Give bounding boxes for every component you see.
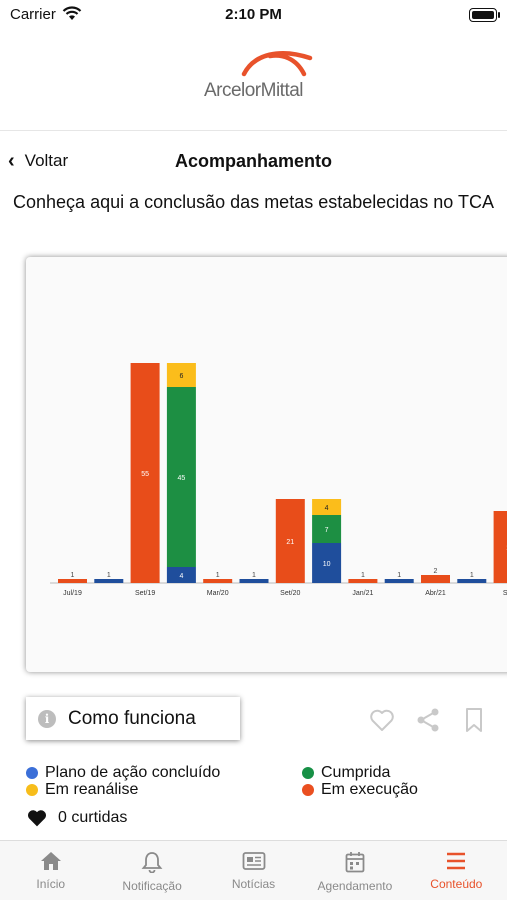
bar-data-label: 10 (323, 561, 331, 568)
tab-label: Notificação (122, 879, 182, 893)
bar-data-label: 4 (325, 505, 329, 512)
back-label: Voltar (24, 151, 69, 170)
tab-conteudo[interactable]: Conteúdo (406, 841, 507, 900)
chart-card[interactable]: 115544561121107411211Jul/19Set/19Mar/20S… (26, 257, 507, 672)
likes-count: 0 curtidas (58, 809, 128, 826)
legend-label: Cumprida (321, 764, 391, 781)
tab-label: Notícias (231, 877, 276, 891)
post-actions (368, 706, 488, 734)
battery-icon (469, 8, 500, 22)
clock: 2:10 PM (225, 6, 282, 23)
bar-data-label: 7 (325, 527, 329, 534)
bar-data-label: 4 (179, 573, 183, 580)
bar-cumprida (166, 387, 196, 567)
legend-item-plano: Plano de ação concluído (26, 764, 220, 782)
x-tick-label: Set/19 (135, 590, 155, 597)
legend-label: Em execução (321, 781, 418, 798)
bookmark-icon[interactable] (460, 706, 488, 734)
tab-bar: Início Notificação Notícias Agendamento … (0, 840, 507, 900)
bar-execucao (58, 579, 87, 583)
heart-filled-icon[interactable] (26, 808, 48, 828)
back-button[interactable]: ‹ Voltar (8, 151, 68, 171)
carrier-label: Carrier (10, 6, 56, 23)
legend-item-execucao: Em execução (302, 781, 418, 799)
likes-row: 0 curtidas (26, 808, 127, 828)
home-icon (40, 852, 61, 870)
brand-header: ArcelorMittal (0, 30, 507, 130)
chevron-left-icon: ‹ (8, 150, 15, 172)
bar-data-label: 1 (216, 572, 220, 579)
tab-noticias[interactable]: Notícias (203, 841, 304, 900)
bar-data-label: 1 (252, 572, 256, 579)
newspaper-icon (242, 852, 265, 870)
legend-label: Em reanálise (45, 781, 139, 798)
x-tick-label: Set (503, 590, 507, 597)
share-icon[interactable] (414, 706, 442, 734)
tab-notificacao[interactable]: Notificação (101, 841, 202, 900)
tab-label: Início (36, 877, 66, 891)
bar-data-label: 55 (141, 471, 149, 478)
bar-data-label: 1 (107, 572, 111, 579)
bar-data-label: 1 (470, 572, 474, 579)
bar-plano (239, 579, 269, 583)
bar-reanalise (312, 499, 342, 515)
bar-plano (166, 567, 196, 583)
tab-agendamento[interactable]: Agendamento (304, 841, 405, 900)
stacked-bar-chart: 115544561121107411211Jul/19Set/19Mar/20S… (50, 363, 507, 597)
x-tick-label: Set/20 (280, 590, 300, 597)
bar-cumprida (312, 515, 342, 543)
bar-plano (384, 579, 414, 583)
legend-dot (26, 767, 38, 779)
tab-label: Agendamento (317, 879, 393, 893)
bar-execucao (275, 499, 305, 583)
how-it-works-button[interactable]: i Como funciona (26, 697, 240, 740)
bar-execucao (203, 579, 233, 583)
tab-label: Conteúdo (430, 877, 483, 891)
bar-plano (94, 579, 124, 583)
bar-execucao (493, 511, 507, 583)
logo-text: ArcelorMittal (203, 80, 304, 101)
legend-dot (302, 784, 314, 796)
tab-inicio[interactable]: Início (0, 841, 101, 900)
page-title: Acompanhamento (174, 151, 333, 171)
heart-outline-icon[interactable] (368, 706, 396, 734)
bar-execucao (348, 579, 378, 583)
legend-item-cumprida: Cumprida (302, 764, 390, 782)
bar-execucao (130, 363, 160, 583)
info-icon: i (38, 709, 56, 728)
bell-icon (141, 852, 163, 873)
bar-execucao (421, 575, 450, 583)
header-divider (0, 130, 507, 131)
x-tick-label: Abr/21 (425, 590, 446, 597)
bar-data-label: 2 (434, 568, 438, 575)
bar-data-label: 1 (361, 572, 365, 579)
bar-data-label: 1 (397, 572, 401, 579)
status-bar: Carrier 2:10 PM (0, 0, 507, 30)
bar-reanalise (166, 363, 196, 387)
bar-data-label: 6 (179, 373, 183, 380)
x-tick-label: Mar/20 (207, 590, 229, 597)
how-it-works-label: Como funciona (68, 707, 196, 729)
legend-label: Plano de ação concluído (45, 764, 221, 781)
legend-item-reanalise: Em reanálise (26, 781, 138, 799)
bar-plano (457, 579, 487, 583)
bar-plano (312, 543, 342, 583)
bar-data-label: 21 (286, 539, 294, 546)
bar-data-label: 45 (178, 475, 186, 482)
menu-icon (447, 852, 466, 870)
nav-bar: ‹ Voltar Acompanhamento (0, 145, 507, 179)
bar-data-label: 1 (71, 572, 75, 579)
arcelormittal-logo-icon (241, 51, 313, 77)
legend-dot (302, 767, 314, 779)
x-tick-label: Jan/21 (352, 590, 373, 597)
calendar-icon (345, 852, 365, 873)
intro-text: Conheça aqui a conclusão das metas estab… (13, 192, 494, 212)
legend-dot (26, 784, 38, 796)
wifi-icon (62, 6, 82, 26)
x-tick-label: Jul/19 (63, 590, 82, 597)
